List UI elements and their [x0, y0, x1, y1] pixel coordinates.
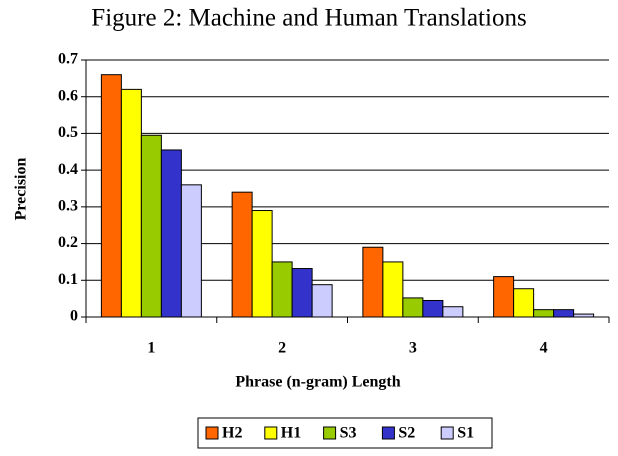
x-tick-label: 3 — [409, 340, 417, 357]
legend-swatch — [440, 426, 454, 440]
x-tick-label: 4 — [540, 340, 548, 357]
bar — [271, 261, 293, 318]
y-tick-label: 0.7 — [58, 51, 78, 68]
y-tick-label: 0.5 — [58, 124, 78, 141]
legend-label: H2 — [222, 425, 242, 442]
chart-title: Figure 2: Machine and Human Translations — [91, 5, 526, 32]
bar — [160, 149, 182, 318]
x-tick-label: 2 — [278, 340, 286, 357]
legend-label: S2 — [398, 425, 415, 442]
bar — [422, 299, 444, 318]
y-tick-label: 0.1 — [58, 271, 78, 288]
bar — [251, 210, 273, 318]
bar — [180, 184, 202, 318]
bar — [311, 284, 333, 318]
bar — [100, 74, 122, 318]
x-tick-label: 1 — [147, 340, 155, 357]
y-tick-label: 0.2 — [58, 234, 78, 251]
y-tick-label: 0.6 — [58, 87, 78, 104]
legend-swatch — [381, 426, 395, 440]
bar — [402, 297, 424, 318]
y-tick-label: 0.3 — [58, 198, 78, 215]
bar — [231, 191, 253, 318]
bar — [533, 309, 555, 318]
bar — [513, 288, 535, 318]
bar — [120, 88, 142, 318]
legend-swatch — [205, 426, 219, 440]
bar — [291, 268, 313, 318]
bar — [362, 246, 384, 318]
legend-swatch — [264, 426, 278, 440]
bar — [493, 276, 515, 318]
legend-label: H1 — [281, 425, 301, 442]
legend-swatch — [323, 426, 337, 440]
y-axis-label: Precision — [13, 158, 30, 221]
legend-label: S3 — [340, 425, 357, 442]
bar — [140, 134, 162, 318]
y-tick-label: 0 — [70, 308, 78, 325]
legend-label: S1 — [457, 425, 474, 442]
x-axis-label: Phrase (n-gram) Length — [235, 374, 400, 391]
y-tick-label: 0.4 — [58, 161, 78, 178]
bar — [553, 309, 575, 318]
bar — [442, 306, 464, 318]
bar — [382, 261, 404, 318]
